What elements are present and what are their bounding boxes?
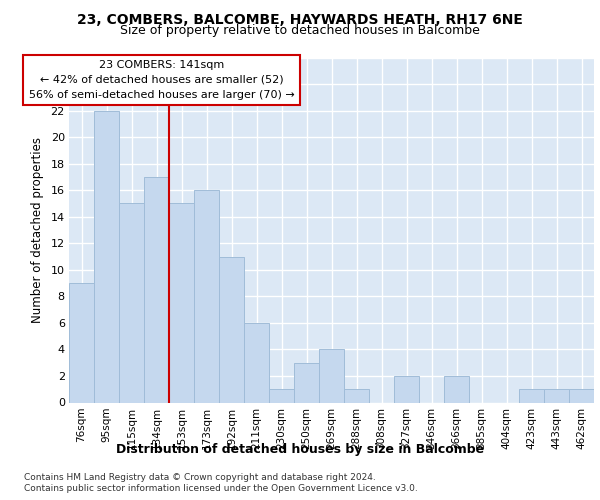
Bar bbox=[119, 204, 144, 402]
Bar bbox=[144, 177, 169, 402]
Bar bbox=[269, 389, 294, 402]
Bar bbox=[219, 256, 244, 402]
Bar bbox=[244, 323, 269, 402]
Bar bbox=[319, 350, 344, 403]
Bar bbox=[444, 376, 469, 402]
Text: 23, COMBERS, BALCOMBE, HAYWARDS HEATH, RH17 6NE: 23, COMBERS, BALCOMBE, HAYWARDS HEATH, R… bbox=[77, 12, 523, 26]
Bar bbox=[294, 362, 319, 403]
Bar bbox=[569, 389, 594, 402]
Text: Contains public sector information licensed under the Open Government Licence v3: Contains public sector information licen… bbox=[24, 484, 418, 493]
Bar bbox=[194, 190, 219, 402]
Bar bbox=[544, 389, 569, 402]
Text: 23 COMBERS: 141sqm
← 42% of detached houses are smaller (52)
56% of semi-detache: 23 COMBERS: 141sqm ← 42% of detached hou… bbox=[29, 60, 295, 100]
Bar bbox=[94, 110, 119, 403]
Text: Size of property relative to detached houses in Balcombe: Size of property relative to detached ho… bbox=[120, 24, 480, 37]
Bar bbox=[169, 204, 194, 402]
Bar bbox=[69, 283, 94, 403]
Y-axis label: Number of detached properties: Number of detached properties bbox=[31, 137, 44, 323]
Bar bbox=[344, 389, 369, 402]
Text: Contains HM Land Registry data © Crown copyright and database right 2024.: Contains HM Land Registry data © Crown c… bbox=[24, 472, 376, 482]
Bar bbox=[394, 376, 419, 402]
Bar bbox=[519, 389, 544, 402]
Text: Distribution of detached houses by size in Balcombe: Distribution of detached houses by size … bbox=[116, 442, 484, 456]
